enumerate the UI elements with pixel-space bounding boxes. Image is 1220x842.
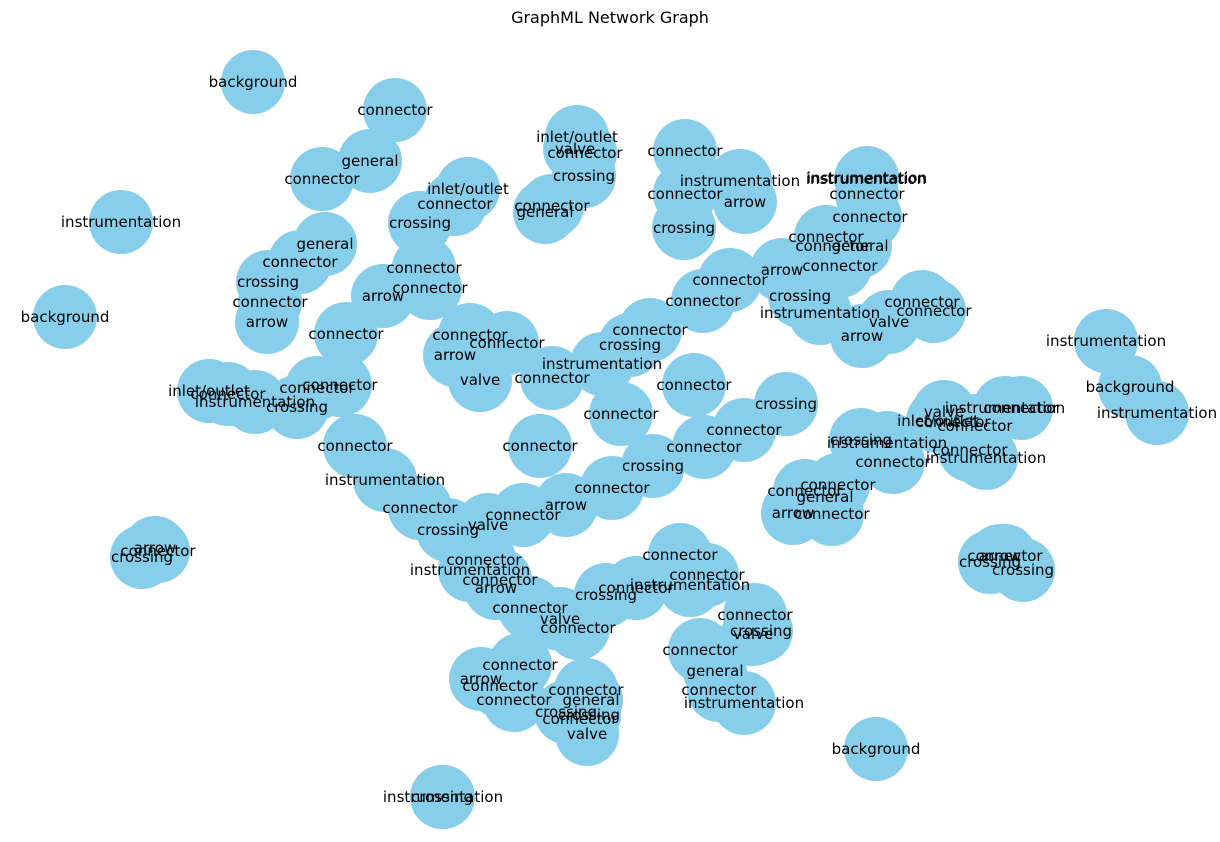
node-label: crossing bbox=[622, 457, 684, 475]
node-label: background bbox=[21, 308, 110, 326]
node-label: connector bbox=[666, 438, 742, 456]
node-label: connector bbox=[574, 479, 650, 497]
node-label: instrumentation bbox=[684, 694, 804, 712]
node-label: background bbox=[1086, 378, 1175, 396]
node-label: connector bbox=[662, 641, 738, 659]
graph-title: GraphML Network Graph bbox=[511, 8, 709, 27]
node-label: connector bbox=[469, 334, 545, 352]
node-label: connector bbox=[665, 292, 741, 310]
node-label: arrow bbox=[545, 496, 587, 514]
node-label: connector bbox=[612, 321, 688, 339]
node-label: crossing bbox=[266, 398, 328, 416]
node-label: connector bbox=[120, 542, 196, 560]
node-label: instrumentation bbox=[542, 355, 662, 373]
node-label: instrumentation bbox=[827, 434, 947, 452]
node-label: crossing bbox=[992, 561, 1054, 579]
node-label: connector bbox=[802, 257, 878, 275]
node-label: instrumentation bbox=[61, 213, 181, 231]
node-label: crossing bbox=[653, 219, 715, 237]
node-label: connector bbox=[482, 656, 558, 674]
node-label: instrumentation bbox=[383, 788, 503, 806]
node-label: crossing bbox=[237, 273, 299, 291]
node-label: connector bbox=[583, 405, 659, 423]
node-label: general bbox=[296, 235, 353, 253]
node-label: connector bbox=[540, 619, 616, 637]
node-label: arrow bbox=[475, 579, 517, 597]
node-label: connector bbox=[284, 170, 360, 188]
node-label: connector bbox=[669, 566, 745, 584]
node-label: instrumentation bbox=[680, 172, 800, 190]
node-label: connector bbox=[829, 185, 905, 203]
node-label: arrow bbox=[841, 327, 883, 345]
node-label: connector bbox=[417, 195, 493, 213]
node-label: arrow bbox=[724, 193, 766, 211]
node-label: crossing bbox=[389, 214, 451, 232]
node-label: crossing bbox=[535, 703, 597, 721]
node-label: connector bbox=[656, 376, 732, 394]
node-label: connector bbox=[382, 499, 458, 517]
node-label: connector bbox=[794, 505, 870, 523]
node-label: instrumentation bbox=[325, 471, 445, 489]
node-label: connector bbox=[262, 253, 338, 271]
node-label: connector bbox=[514, 197, 590, 215]
node-label: connector bbox=[302, 376, 378, 394]
node-label: connector bbox=[692, 271, 768, 289]
node-label: background bbox=[832, 740, 921, 758]
node-label: connector bbox=[855, 453, 931, 471]
node-label: connector bbox=[232, 293, 308, 311]
node-label: connector bbox=[647, 142, 723, 160]
node-label: connector bbox=[548, 681, 624, 699]
node-label: general bbox=[341, 152, 398, 170]
node-label: instrumentation bbox=[410, 561, 530, 579]
node-label: crossing bbox=[769, 287, 831, 305]
node-label: crossing bbox=[553, 167, 615, 185]
node-label: arrow bbox=[761, 261, 803, 279]
node-label: arrow bbox=[246, 313, 288, 331]
node-label: general bbox=[686, 662, 743, 680]
node-label: crossing bbox=[730, 622, 792, 640]
node-label: connector bbox=[832, 208, 908, 226]
node-label: connector bbox=[642, 546, 718, 564]
node-label: connector bbox=[392, 279, 468, 297]
node-label: background bbox=[209, 73, 298, 91]
node-label: connector bbox=[983, 399, 1059, 417]
node-label: connector bbox=[896, 302, 972, 320]
node-label: instrumentation bbox=[1097, 404, 1217, 422]
node-label: connector bbox=[547, 144, 623, 162]
node-label: crossing bbox=[755, 395, 817, 413]
node-label: inlet/outlet bbox=[536, 128, 618, 146]
node-label: connector bbox=[317, 437, 393, 455]
node-label: instrumentation bbox=[1046, 332, 1166, 350]
node-label: connector bbox=[800, 476, 876, 494]
node-label: general bbox=[831, 237, 888, 255]
node-label: instrumentation bbox=[760, 304, 880, 322]
node-label: connector bbox=[937, 417, 1013, 435]
node-label: connector bbox=[386, 259, 462, 277]
node-label: connector bbox=[357, 101, 433, 119]
node-label: connector bbox=[502, 437, 578, 455]
node-label: connector bbox=[308, 325, 384, 343]
node-label: connector bbox=[706, 421, 782, 439]
node-label: valve bbox=[460, 371, 500, 389]
